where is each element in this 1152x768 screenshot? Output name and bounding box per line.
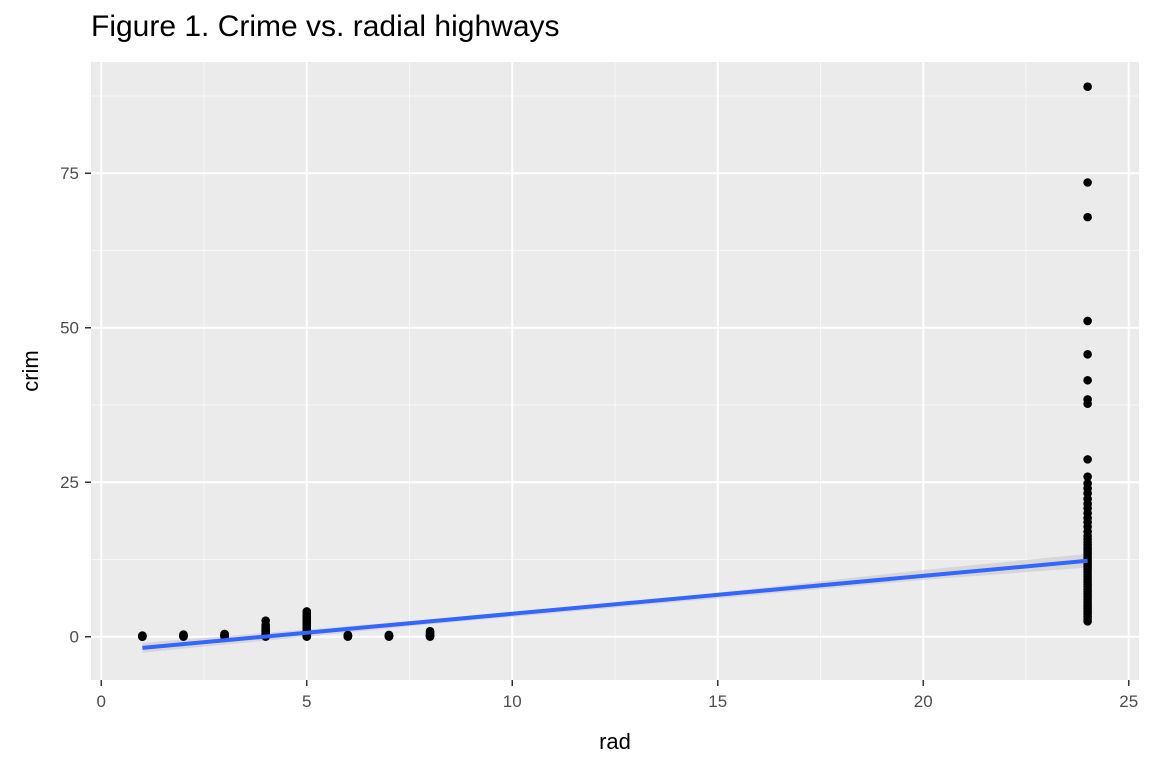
- data-point: [1083, 178, 1092, 187]
- data-point: [261, 616, 270, 625]
- x-axis: 0 5 10 15 20 25: [97, 680, 1138, 711]
- y-tick-label: 50: [60, 319, 79, 338]
- data-point: [220, 629, 229, 639]
- data-point: [1083, 472, 1092, 481]
- data-point: [1083, 479, 1092, 488]
- x-tick-label: 0: [97, 692, 106, 711]
- data-point: [425, 626, 435, 636]
- x-tick-label: 10: [503, 692, 522, 711]
- x-tick-label: 20: [914, 692, 933, 711]
- data-points: [138, 82, 1092, 641]
- data-point: [1083, 212, 1092, 222]
- x-tick-label: 25: [1119, 692, 1138, 711]
- data-point: [1083, 82, 1092, 92]
- y-tick-label: 75: [60, 164, 79, 183]
- data-point: [1083, 395, 1092, 404]
- data-point: [1083, 316, 1092, 326]
- trend-line: [142, 558, 1088, 650]
- y-tick-label: 0: [70, 628, 79, 647]
- data-point: [1083, 375, 1092, 385]
- data-point: [343, 630, 353, 640]
- y-tick-label: 25: [60, 473, 79, 492]
- y-axis-title: crim: [18, 350, 43, 392]
- data-point: [1083, 350, 1092, 359]
- trend-line-layer: [142, 558, 1088, 650]
- chart-title: Figure 1. Crime vs. radial highways: [91, 10, 560, 43]
- x-tick-label: 5: [302, 692, 311, 711]
- data-point: [179, 630, 188, 639]
- data-point: [1083, 455, 1092, 464]
- data-point: [302, 607, 312, 616]
- y-axis: 0 25 50 75: [60, 164, 91, 647]
- x-axis-title: rad: [599, 729, 631, 754]
- minor-gridlines: [91, 62, 1139, 680]
- data-point: [138, 631, 147, 640]
- major-gridlines: [91, 62, 1139, 680]
- data-point: [384, 630, 394, 640]
- x-tick-label: 15: [708, 692, 727, 711]
